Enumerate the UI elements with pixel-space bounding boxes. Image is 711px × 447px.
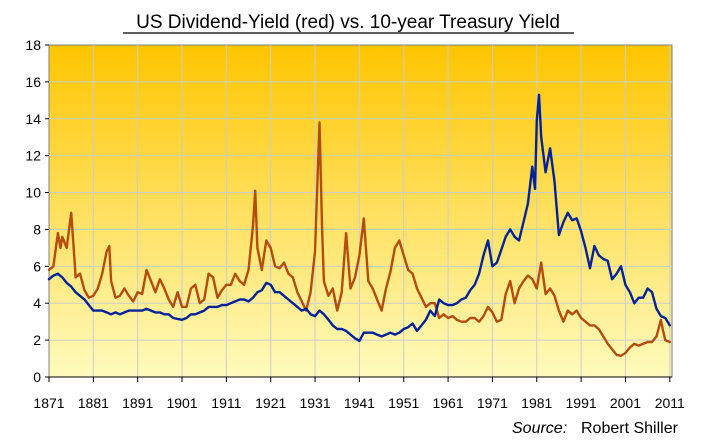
x-tick-label: 1941 <box>344 395 375 411</box>
y-tick-label: 16 <box>25 74 41 90</box>
grid-lines <box>49 45 672 377</box>
y-axis-ticks: 0 2 4 6 8 10 12 14 16 18 <box>25 37 49 385</box>
y-tick-label: 2 <box>33 332 41 348</box>
y-tick-label: 12 <box>25 148 41 164</box>
source-label: Source: <box>512 420 567 437</box>
x-tick-label: 1981 <box>521 395 552 411</box>
x-tick-label: 2011 <box>655 395 685 411</box>
series-lines <box>47 93 671 357</box>
x-tick-label: 1911 <box>211 395 241 411</box>
x-tick-label: 1901 <box>166 395 197 411</box>
y-tick-label: 14 <box>25 111 41 127</box>
y-tick-label: 8 <box>33 221 41 237</box>
x-tick-label: 1951 <box>388 395 419 411</box>
x-tick-label: 1891 <box>122 395 153 411</box>
y-tick-label: 0 <box>33 369 41 385</box>
chart-title: US Dividend-Yield (red) vs. 10-year Trea… <box>136 12 560 33</box>
x-tick-label: 1931 <box>299 395 330 411</box>
y-tick-label: 10 <box>25 185 41 201</box>
x-tick-label: 2001 <box>610 395 641 411</box>
x-axis-ticks: 1871 1881 1891 1901 1911 1921 1931 1941 1951 1961… <box>33 377 685 411</box>
y-tick-label: 4 <box>33 295 41 311</box>
dividend-yield-line <box>47 121 671 357</box>
source-value: Robert Shiller <box>581 420 679 437</box>
treasury-yield-line <box>47 93 671 343</box>
x-tick-label: 1921 <box>255 395 286 411</box>
x-tick-label: 1881 <box>78 395 109 411</box>
x-tick-label: 1871 <box>33 395 64 411</box>
y-tick-label: 18 <box>25 37 41 53</box>
x-tick-label: 1961 <box>432 395 463 411</box>
x-tick-label: 1991 <box>566 395 597 411</box>
plot-area <box>48 44 673 378</box>
y-tick-label: 6 <box>33 258 41 274</box>
x-tick-label: 1971 <box>477 395 508 411</box>
